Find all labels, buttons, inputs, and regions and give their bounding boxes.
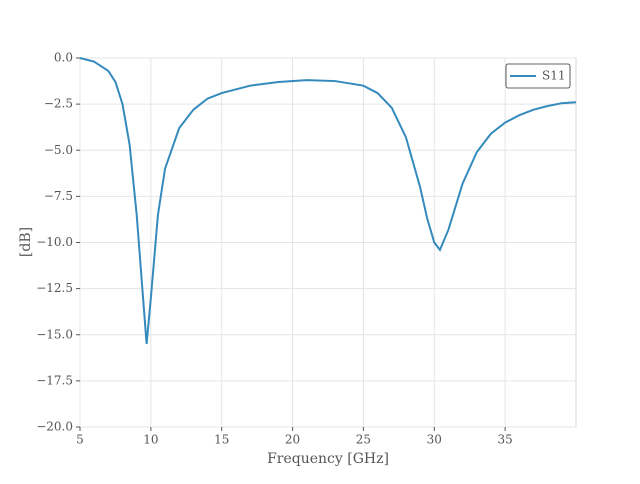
- x-tick-label: 15: [214, 433, 229, 447]
- y-tick-label: −10.0: [36, 235, 73, 249]
- y-tick-label: −12.5: [36, 281, 73, 295]
- legend-box: [505, 63, 571, 89]
- x-tick-label: 5: [76, 433, 84, 447]
- x-tick-label: 10: [143, 433, 158, 447]
- x-tick-label: 35: [498, 433, 513, 447]
- x-tick-label: 25: [356, 433, 371, 447]
- y-tick-label: −7.5: [44, 189, 73, 203]
- y-tick-label: 0.0: [54, 51, 73, 65]
- x-tick-label: 20: [285, 433, 300, 447]
- y-tick-label: −20.0: [36, 420, 73, 434]
- y-tick-label: −15.0: [36, 327, 73, 341]
- line-series: [79, 57, 577, 345]
- y-axis-label: [dB]: [18, 227, 34, 257]
- y-tick-label: −2.5: [44, 97, 73, 111]
- y-tick-label: −17.5: [36, 373, 73, 387]
- y-tick-label: −5.0: [44, 143, 73, 157]
- legend-label: S11: [542, 69, 566, 83]
- x-axis-label: Frequency [GHz]: [267, 451, 389, 467]
- x-tick-label: 30: [427, 433, 442, 447]
